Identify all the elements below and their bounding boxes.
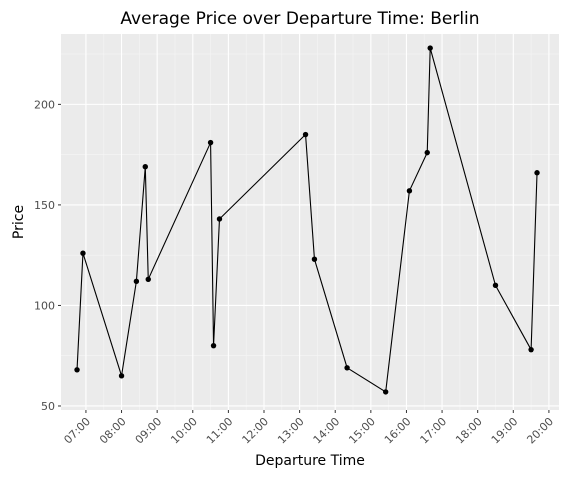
data-point bbox=[210, 342, 217, 349]
data-point bbox=[145, 276, 151, 282]
data-point bbox=[427, 45, 433, 51]
y-tick-label: 50 bbox=[41, 400, 55, 413]
data-point bbox=[528, 346, 534, 353]
y-tick-label: 100 bbox=[34, 299, 55, 312]
data-point bbox=[74, 367, 80, 373]
y-axis-title: Price bbox=[11, 205, 27, 239]
major-gridlines bbox=[61, 34, 559, 410]
series-points bbox=[74, 45, 540, 395]
data-point bbox=[424, 149, 430, 156]
data-point bbox=[406, 188, 413, 194]
data-point bbox=[344, 365, 350, 371]
data-point bbox=[133, 278, 140, 285]
data-point bbox=[207, 139, 214, 146]
data-point bbox=[118, 373, 125, 379]
data-point bbox=[216, 216, 223, 222]
data-point bbox=[80, 250, 86, 256]
x-axis-title: Departure Time bbox=[255, 453, 365, 469]
plot-panel bbox=[61, 34, 559, 410]
data-point bbox=[311, 256, 318, 262]
y-tick-labels: 50 100 150 200 bbox=[34, 98, 55, 413]
minor-gridlines bbox=[61, 34, 559, 410]
data-point bbox=[534, 170, 540, 176]
data-point bbox=[142, 164, 148, 170]
data-point bbox=[302, 131, 309, 138]
y-tick-label: 200 bbox=[34, 98, 55, 111]
data-point bbox=[382, 389, 389, 395]
y-tick-label: 150 bbox=[34, 199, 55, 212]
chart-title: Average Price over Departure Time: Berli… bbox=[120, 9, 479, 29]
axis-ticks bbox=[58, 103, 550, 413]
data-point bbox=[492, 282, 499, 289]
